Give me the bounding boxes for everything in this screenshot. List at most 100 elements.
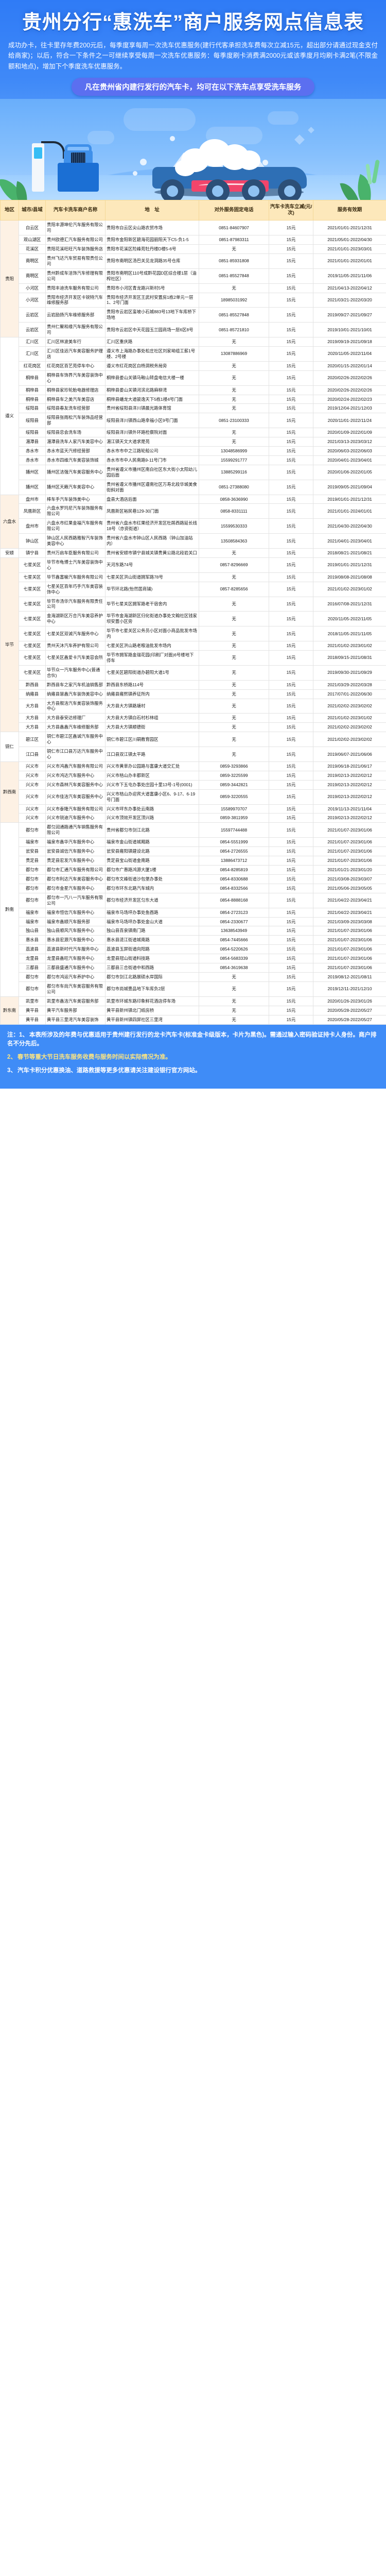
cell-merchant-name: 黄平县三里湾汽车美容装饰 [45,1014,106,1025]
col-header-city: 城市/县域 [19,200,46,221]
cell-city: 七星关区 [19,557,46,573]
cell-address: 贵阳市白云区尖山路农贸市场 [105,220,199,236]
cell-address: 大方县大方镇白石村杉林组 [105,713,199,723]
cell-merchant-name: 红花岗区百艺苑停车中心 [45,361,106,371]
cell-discount: 15元 [269,856,313,866]
cell-phone: 无 [199,611,269,627]
cell-phone: 13048586999 [199,446,269,456]
table-row: 黔南 都匀市 都匀润通路通汽车销售服务有限公司 贵州省都匀市剑江北路 155977444… [0,822,386,997]
cell-address: 贵州省六盘水市红果经济开发区杜鹃西路延长线18号（亦资街道） [105,518,199,534]
cell-city: 白云区 [19,220,46,236]
cell-address: 毕节七星关区拥军路老干宿舍内 [105,596,199,612]
cell-discount: 15元 [269,503,313,519]
cell-discount: 15元 [269,1014,313,1025]
cell-address: 遵义市上海路办事处松庄社区刘家坳组工薪1号楼、2号楼 [105,346,199,362]
cell-merchant-name: 贵阳花溪旺旺汽车装饰服务店 [45,244,106,254]
cell-city: 碧江区 [19,732,46,748]
cell-address: 桐梓县蟠龙大道骏逸天下5栋1楼4号门面 [105,394,199,404]
cell-region: 铜仁 [0,732,19,762]
cell-address: 都匀市广惠路鸿源大厦1楼 [105,865,199,875]
cell-validity: 2020/01/09-2022/01/09 [313,428,386,438]
cell-merchant-name: 兴义市锐迪汽车服务中心 [45,813,106,823]
cell-city: 七星关区 [19,572,46,582]
table-row: 赤水市 赤水市四维汽车美容装饰城 赤水市市中人民南路9-11号门市 155992917… [1,455,386,465]
cell-merchant-name: 大方县鑫鑫汽车维修服务部 [45,722,106,733]
cell-address: 赤水市市中人民南路9-11号门市 [105,455,199,465]
cell-address: 纳雍县雍熙镇养征所内 [105,689,199,699]
cell-discount: 15元 [269,611,313,627]
cell-phone: 0859-3293866 [199,761,269,771]
table-row: 都匀市 都匀市利达汽车美容服务中心 都匀市文峰街道沙包堡办事处 0854-833068… [1,874,386,884]
cell-address: 贵阳市南明区汤巴关见龙洞路35号仓库 [105,253,199,269]
cell-region: 遵义 [0,337,19,495]
cell-discount: 15元 [269,220,313,236]
cell-discount: 15元 [269,837,313,848]
cell-address: 七星关区洪山街道拥军路78号 [105,572,199,582]
cell-merchant-name: 绥阳县春友洗车经营部 [45,403,106,414]
cell-city: 小河区 [19,292,46,308]
cell-discount: 15元 [269,761,313,771]
cell-merchant-name: 汇川区林波美车行 [45,337,106,347]
table-row: 七星关区 金海湖新区万合汽车美容养护中心 毕节市金海湖新区归化街道办事处文翰社区钱家… [1,611,386,627]
cell-validity: 2019/09/19-2021/09/18 [313,337,386,347]
cell-phone: 0851-85527848 [199,268,269,284]
cell-address: 黄平县新州镇四屏社区三里湾 [105,1014,199,1025]
cell-merchant-name: 贵州黔成车洁饰汽车修理有限公司 [45,268,106,284]
cell-discount: 15元 [269,1005,313,1015]
merchant-table: 地区 城市/县域 汽车卡洗车商户名称 地 址 对外服务固定电话 汽车卡洗车立减(… [0,200,386,1025]
cell-city: 观山湖区 [19,235,46,245]
cell-validity: 2019/08/08-2021/08/08 [313,572,386,582]
table-row: 桐梓县 桐梓县车饰界汽车美容装饰中心 桐梓县娄山关镇马鞍山转盘电信大楼一楼无 15元 2… [1,370,386,386]
cell-merchant-name: 兴义市鸿达汽车服务中心 [45,770,106,781]
cell-city: 盘州市 [19,518,46,534]
cell-merchant-name: 贵阳丰源坤伦汽车服务有限公司 [45,220,106,236]
cell-discount: 15元 [269,680,313,690]
table-row: 兴义市 兴义市泰隆汽车服务有限公司 兴义市坪东办事处云南路 15589970707 15… [1,804,386,814]
cell-phone: 无 [199,996,269,1006]
cell-merchant-name: 贵定县宏发汽车服务中心 [45,856,106,866]
cell-city: 惠水县 [19,935,46,945]
table-row: 都匀市 都匀市金星汽车服务中心 都匀市环东北路汽车城内 0854-8332566 15元… [1,883,386,893]
cell-phone: 0854-2330677 [199,917,269,927]
cell-address: 赤水市市中之江路轮船公司 [105,446,199,456]
cell-validity: 2020/06/03-2022/06/03 [313,446,386,456]
cell-city: 福泉市 [19,907,46,918]
cell-address: 遵义市红花岗区白杨洞税务局旁 [105,361,199,371]
cell-discount: 15元 [269,892,313,908]
table-row: 桐梓县 桐梓县车之美汽车美容店 桐梓县蟠龙大道骏逸天下5栋1楼4号门面无 15元 202… [1,394,386,404]
cell-phone: 0854-5220626 [199,944,269,955]
cell-address: 贵州省遵义市播州区南白社区东大街小太阳幼儿园后面 [105,464,199,480]
cell-validity: 2020/11/05-2022/11/05 [313,611,386,627]
cell-validity: 2021/01/01-2022/01/01 [313,253,386,269]
cell-validity: 2021/03/13-2023/03/12 [313,437,386,447]
table-row: 七星关区 毕节众一汽车服务中心(普通合伙) 七星关区碧阳街道办碧阳大道1号无 15元 2… [1,665,386,681]
cell-merchant-name: 七星关区百年巧手汽车美容装饰中心 [45,581,106,597]
footer-notes: 注：1、 本表所涉及的年费与优惠适用于贵州建行发行的龙卡汽车卡(标准金卡级版本，卡… [0,1024,386,1089]
cell-address: 七星关区洪山路老粮油批发市场内 [105,641,199,651]
cell-phone: 0854-8285819 [199,865,269,875]
cell-city: 绥阳县 [19,413,46,429]
car-wheel-icon [278,179,302,200]
cell-address: 贵阳市金阳新区碧海花园丽阳天下C5-负1-5 [105,235,199,245]
cell-discount: 15元 [269,865,313,875]
cell-phone: 无 [199,548,269,558]
cell-validity: 2020/05/28-2022/05/27 [313,1014,386,1025]
cell-discount: 15元 [269,722,313,733]
decor-blob [124,108,196,131]
cell-merchant-name: 赤水市四维汽车美容装饰城 [45,455,106,465]
cell-address: 兴义市桔山办丰都新区 [105,770,199,781]
cell-phone: 0851-87983311 [199,235,269,245]
cell-city: 兴义市 [19,761,46,771]
cell-merchant-name: 汇川区佳远汽车美容服务护理店 [45,346,106,362]
cell-discount: 15元 [269,428,313,438]
cell-discount: 15元 [269,518,313,534]
col-header-region: 地区 [0,200,19,221]
cell-phone: 0854-5551999 [199,837,269,848]
cell-address: 汇川区重庆路 [105,337,199,347]
table-row: 七星关区 七星关区百年巧手汽车美容装饰中心 毕节环北路(怡然居商铺) 0857-828… [1,581,386,597]
cell-validity: 2021/03/21-2022/03/20 [313,292,386,308]
cell-discount: 15元 [269,874,313,884]
table-row: 龙里县 龙里县鑫旺汽车服务中心 龙里县冠山街道科技路 0854-5683339 15元 2… [1,954,386,964]
cell-city: 桐梓县 [19,385,46,395]
cell-discount: 15元 [269,437,313,447]
